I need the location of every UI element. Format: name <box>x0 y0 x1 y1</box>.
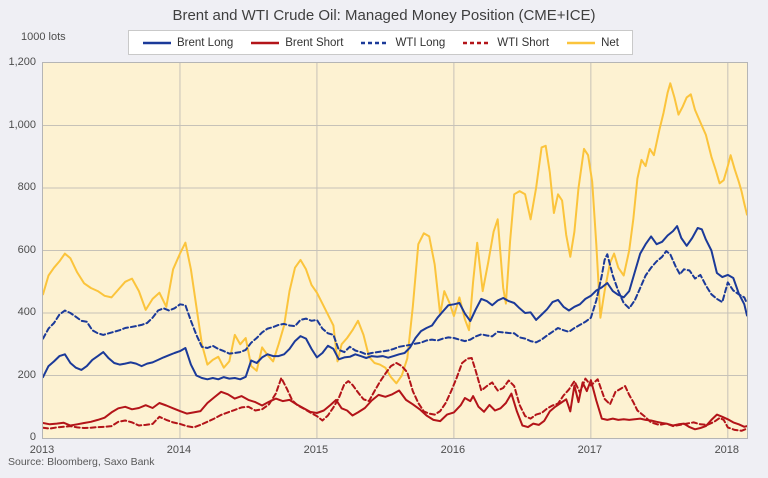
legend-item-brent-short[interactable]: Brent Short <box>250 37 343 49</box>
net-line-swatch-icon <box>567 41 596 44</box>
series-line-brent-long <box>43 225 747 381</box>
legend-label: WTI Long <box>395 36 446 49</box>
y-tick-label: 1,200 <box>8 56 36 68</box>
y-axis-units-label: 1000 lots <box>21 31 66 43</box>
legend-label: WTI Short <box>497 36 550 49</box>
chart-canvas <box>43 63 747 438</box>
wti-short-dashed-swatch-icon <box>463 41 492 44</box>
y-tick-label: 200 <box>17 368 36 381</box>
legend-item-net[interactable]: Net <box>566 37 619 49</box>
y-tick-label: 1,000 <box>8 118 36 131</box>
series-line-brent-short <box>43 379 747 431</box>
series-line-net <box>43 82 747 385</box>
legend: Brent Long Brent Short WTI Long WTI Shor… <box>128 30 633 55</box>
brent-short-line-swatch-icon <box>251 41 280 44</box>
series-line-wti-long <box>43 250 747 356</box>
brent-long-line-swatch-icon <box>143 41 171 44</box>
plot-area <box>42 62 748 439</box>
x-tick-label: 2016 <box>440 444 466 456</box>
x-tick-label: 2017 <box>577 444 603 456</box>
legend-label: Brent Long <box>177 36 234 49</box>
y-tick-label: 400 <box>17 306 36 318</box>
x-tick-label: 2013 <box>29 444 55 456</box>
x-tick-label: 2014 <box>166 444 192 456</box>
x-tick-label: 2018 <box>714 444 740 456</box>
y-tick-label: 0 <box>29 431 36 443</box>
legend-label: Brent Short <box>285 36 344 49</box>
legend-item-wti-long[interactable]: WTI Long <box>360 37 445 49</box>
legend-item-brent-long[interactable]: Brent Long <box>142 37 233 49</box>
y-tick-label: 800 <box>17 181 36 193</box>
x-tick-label: 2015 <box>303 444 329 456</box>
wti-long-dashed-swatch-icon <box>361 41 390 44</box>
legend-label: Net <box>601 36 619 49</box>
chart-title: Brent and WTI Crude Oil: Managed Money P… <box>172 7 596 24</box>
source-label: Source: Bloomberg, Saxo Bank <box>8 456 155 468</box>
y-tick-label: 600 <box>17 243 36 256</box>
series-line-wti-short <box>43 357 747 432</box>
legend-item-wti-short[interactable]: WTI Short <box>462 37 549 49</box>
